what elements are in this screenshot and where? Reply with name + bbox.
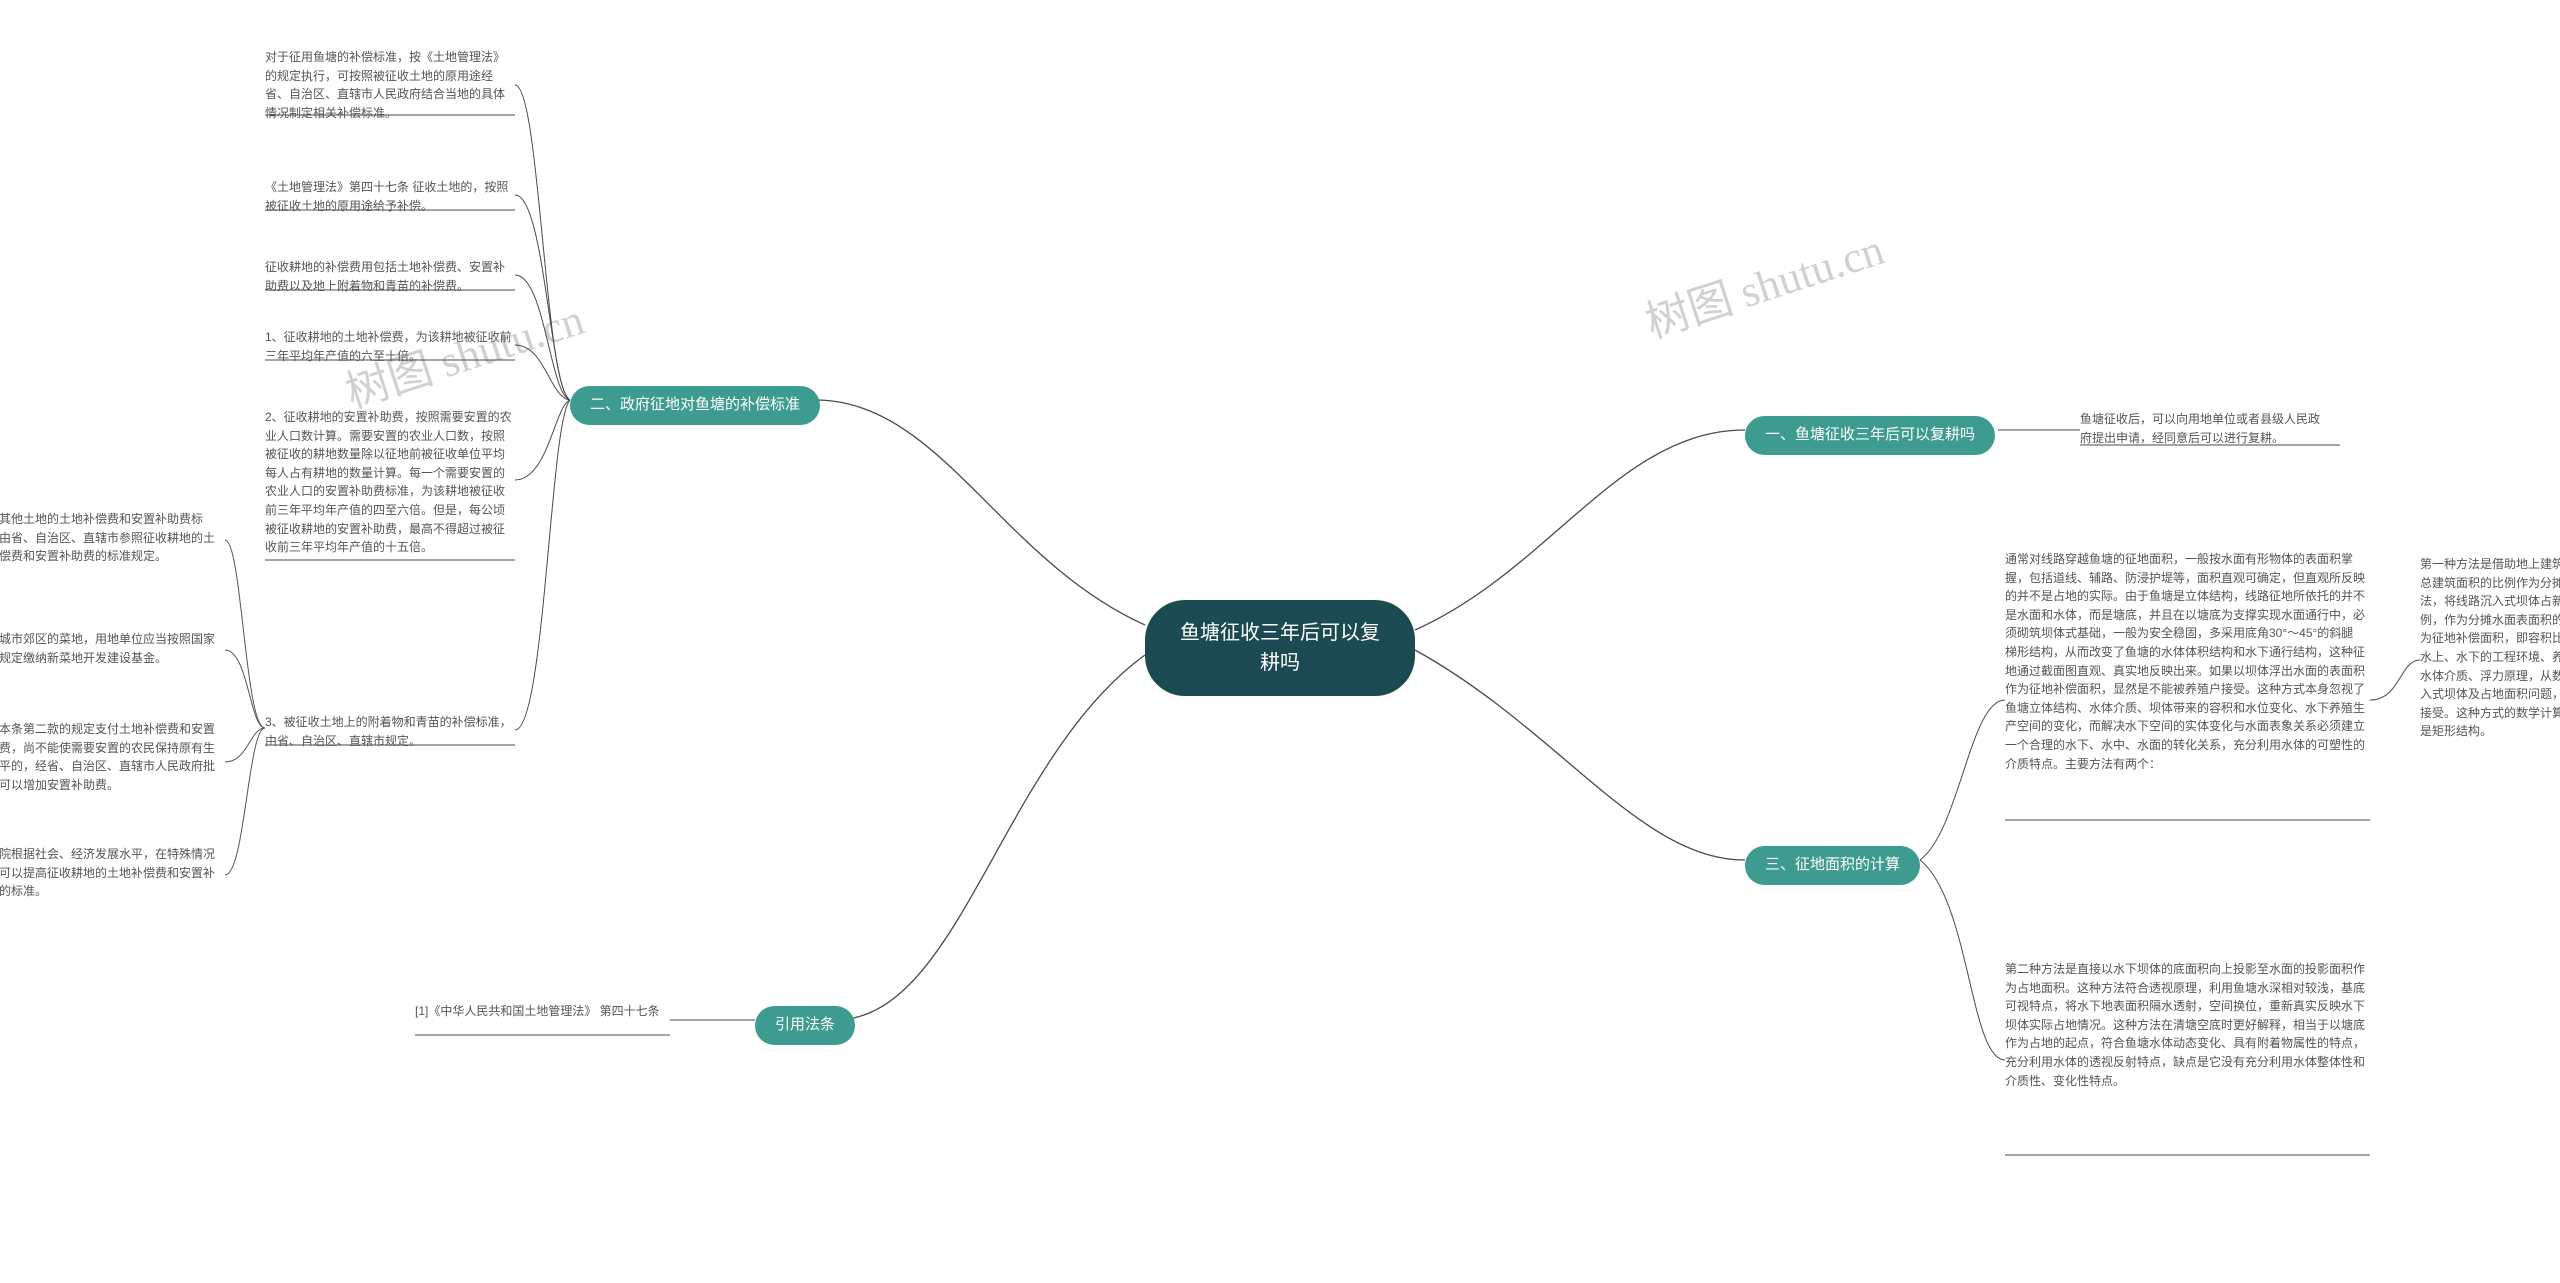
- branch-2-leaf-6c: 依照本条第二款的规定支付土地补偿费和安置补助费，尚不能使需要安置的农民保持原有生…: [0, 720, 225, 794]
- branch-3[interactable]: 三、征地面积的计算: [1745, 846, 1920, 885]
- branch-2-leaf-5: 2、征收耕地的安置补助费，按照需要安置的农业人口数计算。需要安置的农业人口数，按…: [265, 408, 515, 557]
- branch-2-leaf-6b: 征收城市郊区的菜地，用地单位应当按照国家有关规定缴纳新菜地开发建设基金。: [0, 630, 225, 667]
- branch-3-leaf-1a: 第一种方法是借助地上建筑按各自用途的建筑面积分摊总建筑面积的比例作为分摊土地面积…: [2420, 555, 2560, 741]
- branch-1[interactable]: 一、鱼塘征收三年后可以复耕吗: [1745, 416, 1995, 455]
- central-topic[interactable]: 鱼塘征收三年后可以复耕吗: [1145, 600, 1415, 696]
- branch-1-leaf-1: 鱼塘征收后，可以向用地单位或者县级人民政府提出申请，经同意后可以进行复耕。: [2080, 410, 2330, 447]
- watermark: 树图 shutu.cn: [1636, 213, 1891, 350]
- branch-4[interactable]: 引用法条: [755, 1006, 855, 1045]
- branch-2[interactable]: 二、政府征地对鱼塘的补偿标准: [570, 386, 820, 425]
- branch-2-leaf-2: 《土地管理法》第四十七条 征收土地的，按照被征收土地的原用途给予补偿。: [265, 178, 515, 215]
- branch-2-leaf-3: 征收耕地的补偿费用包括土地补偿费、安置补助费以及地上附着物和青苗的补偿费。: [265, 258, 515, 295]
- branch-3-leaf-2: 第二种方法是直接以水下坝体的底面积向上投影至水面的投影面积作为占地面积。这种方法…: [2005, 960, 2365, 1090]
- branch-4-leaf-1: [1]《中华人民共和国土地管理法》 第四十七条: [415, 1002, 665, 1021]
- branch-3-leaf-1: 通常对线路穿越鱼塘的征地面积，一般按水面有形物体的表面积掌握，包括道线、辅路、防…: [2005, 550, 2365, 773]
- branch-2-leaf-4: 1、征收耕地的土地补偿费，为该耕地被征收前三年平均年产值的六至十倍。: [265, 328, 515, 365]
- branch-2-leaf-6a: 征收其他土地的土地补偿费和安置补助费标准，由省、自治区、直辖市参照征收耕地的土地…: [0, 510, 225, 566]
- branch-2-leaf-1: 对于征用鱼塘的补偿标准，按《土地管理法》的规定执行，可按照被征收土地的原用途经省…: [265, 48, 515, 122]
- branch-2-leaf-6d: 国务院根据社会、经济发展水平，在特殊情况下，可以提高征收耕地的土地补偿费和安置补…: [0, 845, 225, 901]
- branch-2-leaf-6: 3、被征收土地上的附着物和青苗的补偿标准，由省、自治区、直辖市规定。: [265, 713, 515, 750]
